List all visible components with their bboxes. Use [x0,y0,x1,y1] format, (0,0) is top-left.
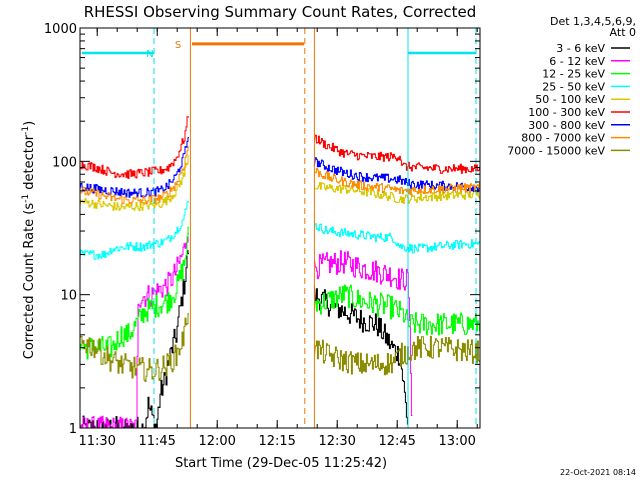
x-tick-label: 11:45 [138,434,175,449]
legend-entry-label: 25 - 50 keV [542,80,605,93]
legend-entry: 50 - 100 keV [535,93,630,106]
legend-entry-label: 800 - 7000 keV [521,132,605,145]
y-axis-label-mid: detector [22,134,37,194]
y-tick-label: 10 [60,289,77,304]
x-tick-label: 13:00 [438,434,475,449]
x-tick-label: 12:15 [258,434,295,449]
series-line [79,116,189,179]
y-axis-label-end: ) [22,121,37,126]
series-25-50-kev [79,201,481,260]
legend-entry: 300 - 800 keV [528,119,630,132]
legend-entry-label: 50 - 100 keV [535,93,605,106]
x-axis-label: Start Time (29-Dec-05 11:25:42) [175,456,387,471]
flag-label-s: S [175,40,181,51]
series-line [79,146,189,205]
y-tick-label: 1 [69,422,77,437]
plot-area: NS [79,28,481,429]
legend-entry-label: 300 - 800 keV [528,119,605,132]
x-tick-label: 11:30 [78,434,115,449]
footer-timestamp: 22-Oct-2021 08:14 [560,468,636,477]
x-tick-label: 12:45 [378,434,415,449]
legend-entry-label: 12 - 25 keV [542,68,605,81]
series-line [313,335,481,376]
y-axis-label-sup2: -1 [21,126,31,135]
series-line [79,233,189,429]
svg-text:Corrected Count Rate (s-1 dete: Corrected Count Rate (s-1 detector-1) [21,121,37,359]
legend-entry-label: 7000 - 15000 keV [507,144,605,157]
series-line [79,313,189,382]
legend-entry: 800 - 7000 keV [521,132,630,145]
series-3-6-kev [79,250,409,429]
x-tick-label: 12:30 [318,434,355,449]
legend-entry: 3 - 6 keV [556,42,630,55]
legend-entry: 25 - 50 keV [542,80,630,93]
legend-header: Det 1,3,4,5,6,9, [550,15,636,28]
y-axis-label-main: Corrected Count Rate (s [22,203,37,360]
legend-entry: 100 - 300 keV [528,106,630,119]
series-300-800-kev [79,137,481,198]
plot-frame [79,27,481,429]
y-axis-label: Corrected Count Rate (s-1 detector-1) [21,121,37,359]
series-50-100-kev [79,155,481,212]
legend-entry: 6 - 12 keV [549,55,630,68]
series-line [313,284,481,336]
series-line [313,134,481,174]
series-line [79,201,189,260]
series-6-12-kev [79,233,413,429]
legend-entry: 7000 - 15000 keV [507,144,630,157]
legend-header: Att 0 [610,26,636,39]
legend-entry-label: 6 - 12 keV [549,55,605,68]
series-800-7000-kev [79,146,481,205]
series-line [313,250,413,416]
series-line [313,168,481,196]
series-100-300-kev [79,116,481,179]
series-line [313,223,481,254]
legend-entry-label: 100 - 300 keV [528,106,605,119]
series-line [79,155,189,212]
x-tick-label: 12:00 [198,434,235,449]
series-line [313,285,409,425]
series-7000-15000-kev [79,313,481,382]
axes: 11:30 11:45 12:00 12:15 12:30 12:45 13:00 1 10 10… [44,22,481,449]
y-tick-label: 100 [52,155,77,170]
chart-title: RHESSI Observing Summary Count Rates, Co… [84,3,477,21]
y-axis-label-sup1: -1 [21,194,31,203]
flag-label-n: N [146,49,153,60]
legend-entry-label: 3 - 6 keV [556,42,605,55]
y-tick-label: 1000 [44,22,77,37]
legend-entry: 12 - 25 keV [542,68,630,81]
series-line [314,182,481,204]
